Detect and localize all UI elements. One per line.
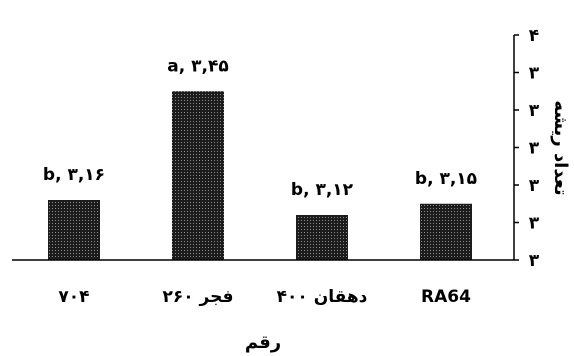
data-label: a, ۳,۴۵ [167, 56, 228, 76]
bar [172, 91, 224, 260]
x-axis-title: رقم [245, 332, 281, 353]
data-label: b, ۳,۱۵ [415, 169, 477, 189]
y-tick-label: ۳ [529, 139, 540, 159]
bar [420, 203, 472, 260]
bar [296, 215, 348, 260]
y-tick-label: ۳ [529, 214, 540, 234]
data-label: b, ۳,۱۲ [291, 180, 354, 200]
category-label: RA64 [421, 287, 471, 307]
category-label: دهقان ۴۰۰ [277, 287, 368, 307]
bar [48, 200, 100, 260]
bars-group [48, 91, 472, 260]
category-label: ۷۰۴ [58, 287, 89, 307]
y-tick-label: ۳ [529, 176, 540, 196]
y-tick-label: ۳ [529, 251, 540, 271]
category-labels-group: ۷۰۴ فجر ۲۶۰ دهقان ۴۰۰ RA64 [58, 287, 471, 307]
y-axis-title: تعداد ریشه [550, 100, 571, 195]
data-labels-group: b, ۳,۱۶ a, ۳,۴۵ b, ۳,۱۲ b, ۳,۱۵ [43, 56, 477, 200]
y-ticks-group: ۴ ۳ ۳ ۳ ۳ ۳ ۳ [514, 26, 540, 271]
category-label: فجر ۲۶۰ [162, 287, 233, 307]
y-tick-label: ۴ [529, 26, 539, 46]
y-tick-label: ۳ [529, 101, 540, 121]
data-label: b, ۳,۱۶ [43, 165, 105, 185]
y-tick-label: ۳ [529, 64, 540, 84]
